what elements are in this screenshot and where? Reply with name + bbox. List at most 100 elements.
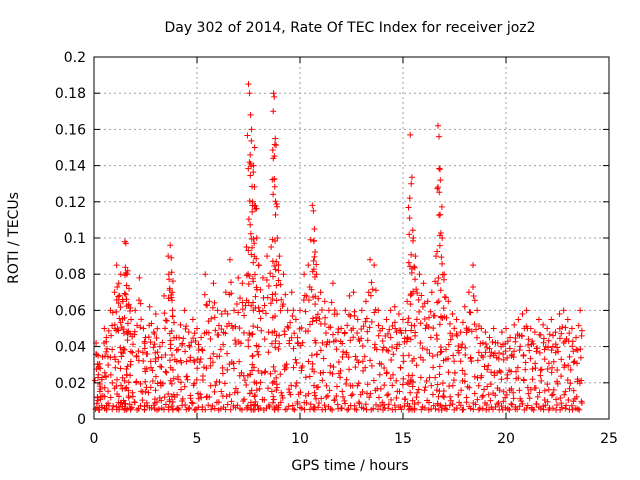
- data-point: [465, 289, 472, 296]
- data-point: [195, 341, 202, 348]
- data-point: [404, 335, 411, 342]
- data-point: [286, 340, 293, 347]
- data-point: [500, 356, 507, 363]
- data-point: [113, 383, 120, 390]
- data-point: [264, 294, 271, 301]
- data-point: [268, 340, 275, 347]
- data-point: [348, 392, 355, 399]
- data-point: [269, 273, 276, 280]
- data-point: [282, 291, 289, 298]
- data-point: [253, 205, 260, 212]
- data-point: [186, 343, 193, 350]
- data-point: [358, 307, 365, 314]
- data-point: [333, 346, 340, 353]
- data-point: [565, 362, 572, 369]
- data-point: [189, 316, 196, 323]
- data-point: [494, 401, 501, 408]
- data-point: [159, 339, 166, 346]
- data-point: [174, 373, 181, 380]
- data-point: [95, 352, 102, 359]
- data-point: [313, 261, 320, 268]
- data-point: [552, 329, 559, 336]
- data-point: [450, 377, 457, 384]
- data-point: [420, 356, 427, 363]
- data-point: [294, 339, 301, 346]
- data-point: [202, 406, 209, 413]
- data-point: [162, 351, 169, 358]
- data-point: [255, 262, 262, 269]
- data-point: [284, 307, 291, 314]
- data-point: [320, 355, 327, 362]
- data-point: [566, 353, 573, 360]
- data-point: [249, 353, 256, 360]
- data-point: [245, 81, 252, 88]
- data-point: [250, 162, 257, 169]
- data-point: [421, 387, 428, 394]
- data-point: [443, 406, 450, 413]
- x-tick-label: 25: [600, 431, 618, 447]
- data-point: [409, 227, 416, 234]
- data-point: [439, 260, 446, 267]
- data-point: [426, 314, 433, 321]
- data-point: [115, 280, 122, 287]
- data-point: [412, 329, 419, 336]
- x-tick-label: 15: [394, 431, 412, 447]
- data-point: [248, 137, 255, 144]
- data-point: [325, 307, 332, 314]
- data-point: [305, 297, 312, 304]
- data-point: [201, 291, 208, 298]
- data-point: [367, 390, 374, 397]
- data-point: [295, 340, 302, 347]
- data-point: [249, 244, 256, 251]
- data-point: [124, 320, 131, 327]
- data-point: [137, 300, 144, 307]
- data-point: [385, 391, 392, 398]
- data-point: [297, 389, 304, 396]
- data-point: [407, 389, 414, 396]
- data-point: [354, 382, 361, 389]
- data-point: [252, 398, 259, 405]
- data-point: [391, 303, 398, 310]
- data-point: [127, 372, 134, 379]
- data-point: [214, 353, 221, 360]
- data-point: [168, 297, 175, 304]
- data-point: [577, 307, 584, 314]
- data-point: [121, 290, 128, 297]
- data-point: [386, 326, 393, 333]
- data-point: [180, 335, 187, 342]
- data-point: [574, 347, 581, 354]
- data-point: [316, 315, 323, 322]
- data-point: [376, 394, 383, 401]
- data-point: [264, 253, 271, 260]
- data-point: [169, 307, 176, 314]
- data-point: [272, 368, 279, 375]
- data-point: [326, 387, 333, 394]
- data-point: [145, 389, 152, 396]
- data-point: [205, 402, 212, 409]
- data-point: [533, 400, 540, 407]
- data-point: [569, 338, 576, 345]
- data-point: [352, 364, 359, 371]
- data-point: [414, 290, 421, 297]
- data-point: [197, 391, 204, 398]
- data-point: [157, 363, 164, 370]
- data-point: [281, 328, 288, 335]
- data-point: [155, 406, 162, 413]
- data-point: [407, 292, 414, 299]
- data-point: [498, 376, 505, 383]
- data-point: [442, 294, 449, 301]
- data-point: [119, 374, 126, 381]
- data-point: [284, 323, 291, 330]
- data-point: [104, 345, 111, 352]
- data-point: [319, 377, 326, 384]
- data-point: [463, 394, 470, 401]
- data-point: [151, 330, 158, 337]
- data-point: [215, 322, 222, 329]
- data-point: [179, 395, 186, 402]
- data-point: [204, 302, 211, 309]
- data-point: [372, 401, 379, 408]
- x-tick-label: 10: [291, 431, 309, 447]
- data-point: [419, 303, 426, 310]
- data-point: [271, 183, 278, 190]
- data-point: [387, 375, 394, 382]
